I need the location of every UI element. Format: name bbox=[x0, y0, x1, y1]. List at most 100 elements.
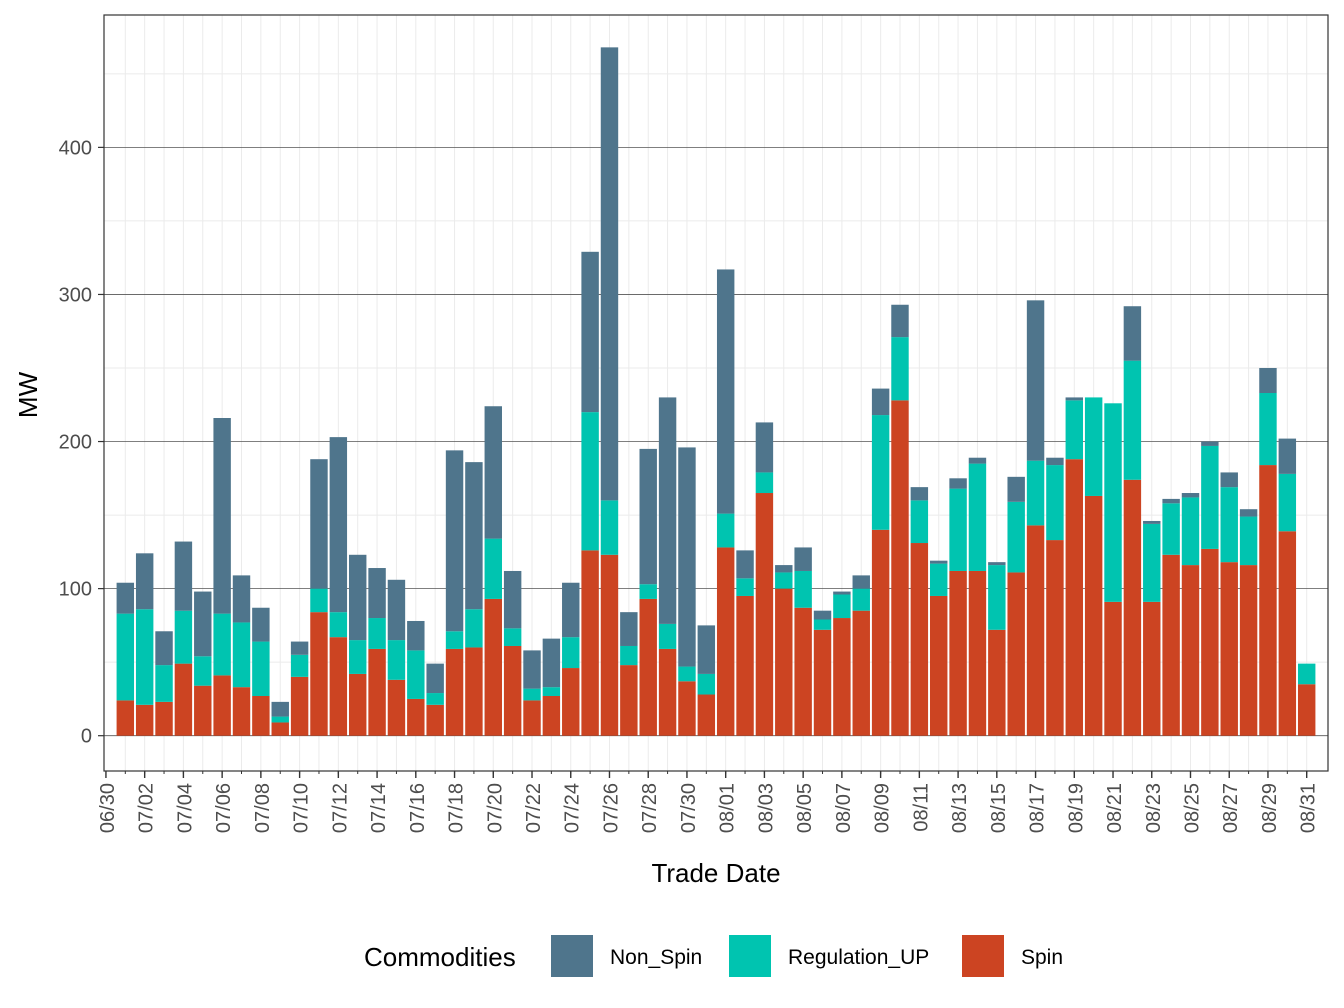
y-tick-label: 200 bbox=[59, 432, 92, 454]
bar-non-spin bbox=[658, 397, 677, 624]
bar-regulation-up bbox=[852, 588, 870, 611]
y-axis: 0 100 200 300 400 bbox=[59, 137, 104, 748]
bar-spin bbox=[135, 704, 154, 736]
bar-regulation-up bbox=[1123, 360, 1142, 480]
bar-non-spin bbox=[1046, 457, 1064, 466]
bar-regulation-up bbox=[484, 538, 502, 599]
bar-non-spin bbox=[755, 422, 774, 473]
bar-regulation-up bbox=[794, 570, 812, 608]
bar-regulation-up bbox=[1278, 473, 1297, 532]
x-tick-label: 07/14 bbox=[368, 783, 390, 833]
bar-non-spin bbox=[1181, 493, 1200, 498]
bar-regulation-up bbox=[542, 687, 561, 696]
bar-spin bbox=[600, 554, 619, 736]
bar-non-spin bbox=[1259, 367, 1277, 393]
bar-regulation-up bbox=[968, 463, 987, 571]
bar-spin bbox=[465, 647, 483, 736]
x-tick-label: 07/24 bbox=[562, 783, 584, 833]
x-tick-label: 07/04 bbox=[174, 783, 196, 833]
bar-non-spin bbox=[368, 568, 386, 619]
x-tick-label: 08/27 bbox=[1220, 783, 1242, 833]
bar-spin bbox=[1259, 465, 1277, 736]
bar-spin bbox=[794, 607, 812, 736]
x-tick-label: 08/01 bbox=[717, 783, 739, 833]
bar-non-spin bbox=[852, 575, 870, 589]
bar-spin bbox=[484, 598, 502, 736]
bar-spin bbox=[116, 700, 135, 736]
bar-spin bbox=[271, 722, 289, 736]
bar-regulation-up bbox=[1065, 400, 1084, 460]
bar-spin bbox=[503, 645, 522, 736]
bar-regulation-up bbox=[1007, 501, 1025, 573]
bar-regulation-up bbox=[1162, 503, 1180, 555]
bar-spin bbox=[581, 550, 599, 736]
bar-non-spin bbox=[968, 457, 987, 464]
bar-non-spin bbox=[1220, 472, 1238, 488]
bar-regulation-up bbox=[523, 688, 541, 701]
bar-non-spin bbox=[813, 610, 832, 620]
bar-regulation-up bbox=[426, 693, 444, 705]
bar-regulation-up bbox=[1259, 393, 1277, 466]
legend-label-non-spin: Non_Spin bbox=[610, 946, 702, 969]
bar-spin bbox=[813, 629, 832, 736]
bar-regulation-up bbox=[1239, 516, 1258, 566]
x-tick-label: 08/23 bbox=[1143, 783, 1165, 833]
bar-non-spin bbox=[523, 650, 541, 689]
bar-regulation-up bbox=[736, 578, 754, 596]
bar-regulation-up bbox=[174, 610, 193, 664]
bar-regulation-up bbox=[833, 594, 851, 619]
bar-regulation-up bbox=[755, 472, 774, 494]
bar-non-spin bbox=[794, 547, 812, 571]
bar-spin bbox=[1084, 495, 1103, 736]
bar-regulation-up bbox=[1046, 465, 1064, 541]
bar-regulation-up bbox=[658, 623, 677, 649]
bar-non-spin bbox=[135, 553, 154, 610]
x-tick-label: 08/13 bbox=[949, 783, 971, 833]
bar-non-spin bbox=[988, 562, 1006, 566]
bar-regulation-up bbox=[1143, 523, 1161, 602]
bar-spin bbox=[716, 547, 735, 736]
legend-label-spin: Spin bbox=[1021, 946, 1063, 969]
bar-regulation-up bbox=[1297, 663, 1316, 685]
x-tick-label: 06/30 bbox=[97, 783, 119, 833]
bar-non-spin bbox=[1162, 498, 1180, 504]
x-tick-label: 08/03 bbox=[755, 783, 777, 833]
bar-spin bbox=[910, 543, 929, 736]
bar-non-spin bbox=[697, 625, 716, 674]
legend-key-non-spin bbox=[551, 935, 593, 977]
bar-non-spin bbox=[484, 406, 502, 539]
bar-regulation-up bbox=[387, 640, 406, 680]
x-tick-label: 08/31 bbox=[1298, 783, 1320, 833]
bar-regulation-up bbox=[813, 619, 832, 630]
x-tick-label: 08/25 bbox=[1181, 783, 1203, 833]
y-tick-label: 0 bbox=[81, 726, 92, 748]
bar-spin bbox=[678, 681, 696, 736]
bar-spin bbox=[542, 695, 561, 736]
bar-spin bbox=[426, 704, 444, 736]
bar-regulation-up bbox=[252, 641, 270, 696]
bar-spin bbox=[232, 687, 251, 736]
bar-regulation-up bbox=[562, 637, 580, 669]
bar-non-spin bbox=[252, 607, 270, 642]
bar-spin bbox=[968, 570, 987, 736]
bar-regulation-up bbox=[600, 500, 619, 555]
bar-spin bbox=[1162, 554, 1180, 736]
bar-spin bbox=[833, 618, 851, 736]
bar-non-spin bbox=[930, 560, 948, 564]
bar-regulation-up bbox=[775, 572, 793, 589]
bar-spin bbox=[1143, 601, 1161, 736]
bar-non-spin bbox=[155, 631, 173, 666]
bar-regulation-up bbox=[1084, 397, 1103, 496]
bar-spin bbox=[407, 698, 425, 736]
bar-non-spin bbox=[465, 462, 483, 610]
bar-regulation-up bbox=[716, 513, 735, 548]
bar-non-spin bbox=[620, 612, 638, 646]
y-tick-label: 300 bbox=[59, 284, 92, 306]
bar-regulation-up bbox=[116, 613, 135, 701]
bar-non-spin bbox=[310, 459, 328, 589]
bar-spin bbox=[891, 400, 909, 736]
legend-key-regulation-up bbox=[729, 935, 771, 977]
bar-spin bbox=[1065, 459, 1084, 736]
bar-non-spin bbox=[639, 448, 657, 585]
bar-spin bbox=[949, 570, 967, 736]
